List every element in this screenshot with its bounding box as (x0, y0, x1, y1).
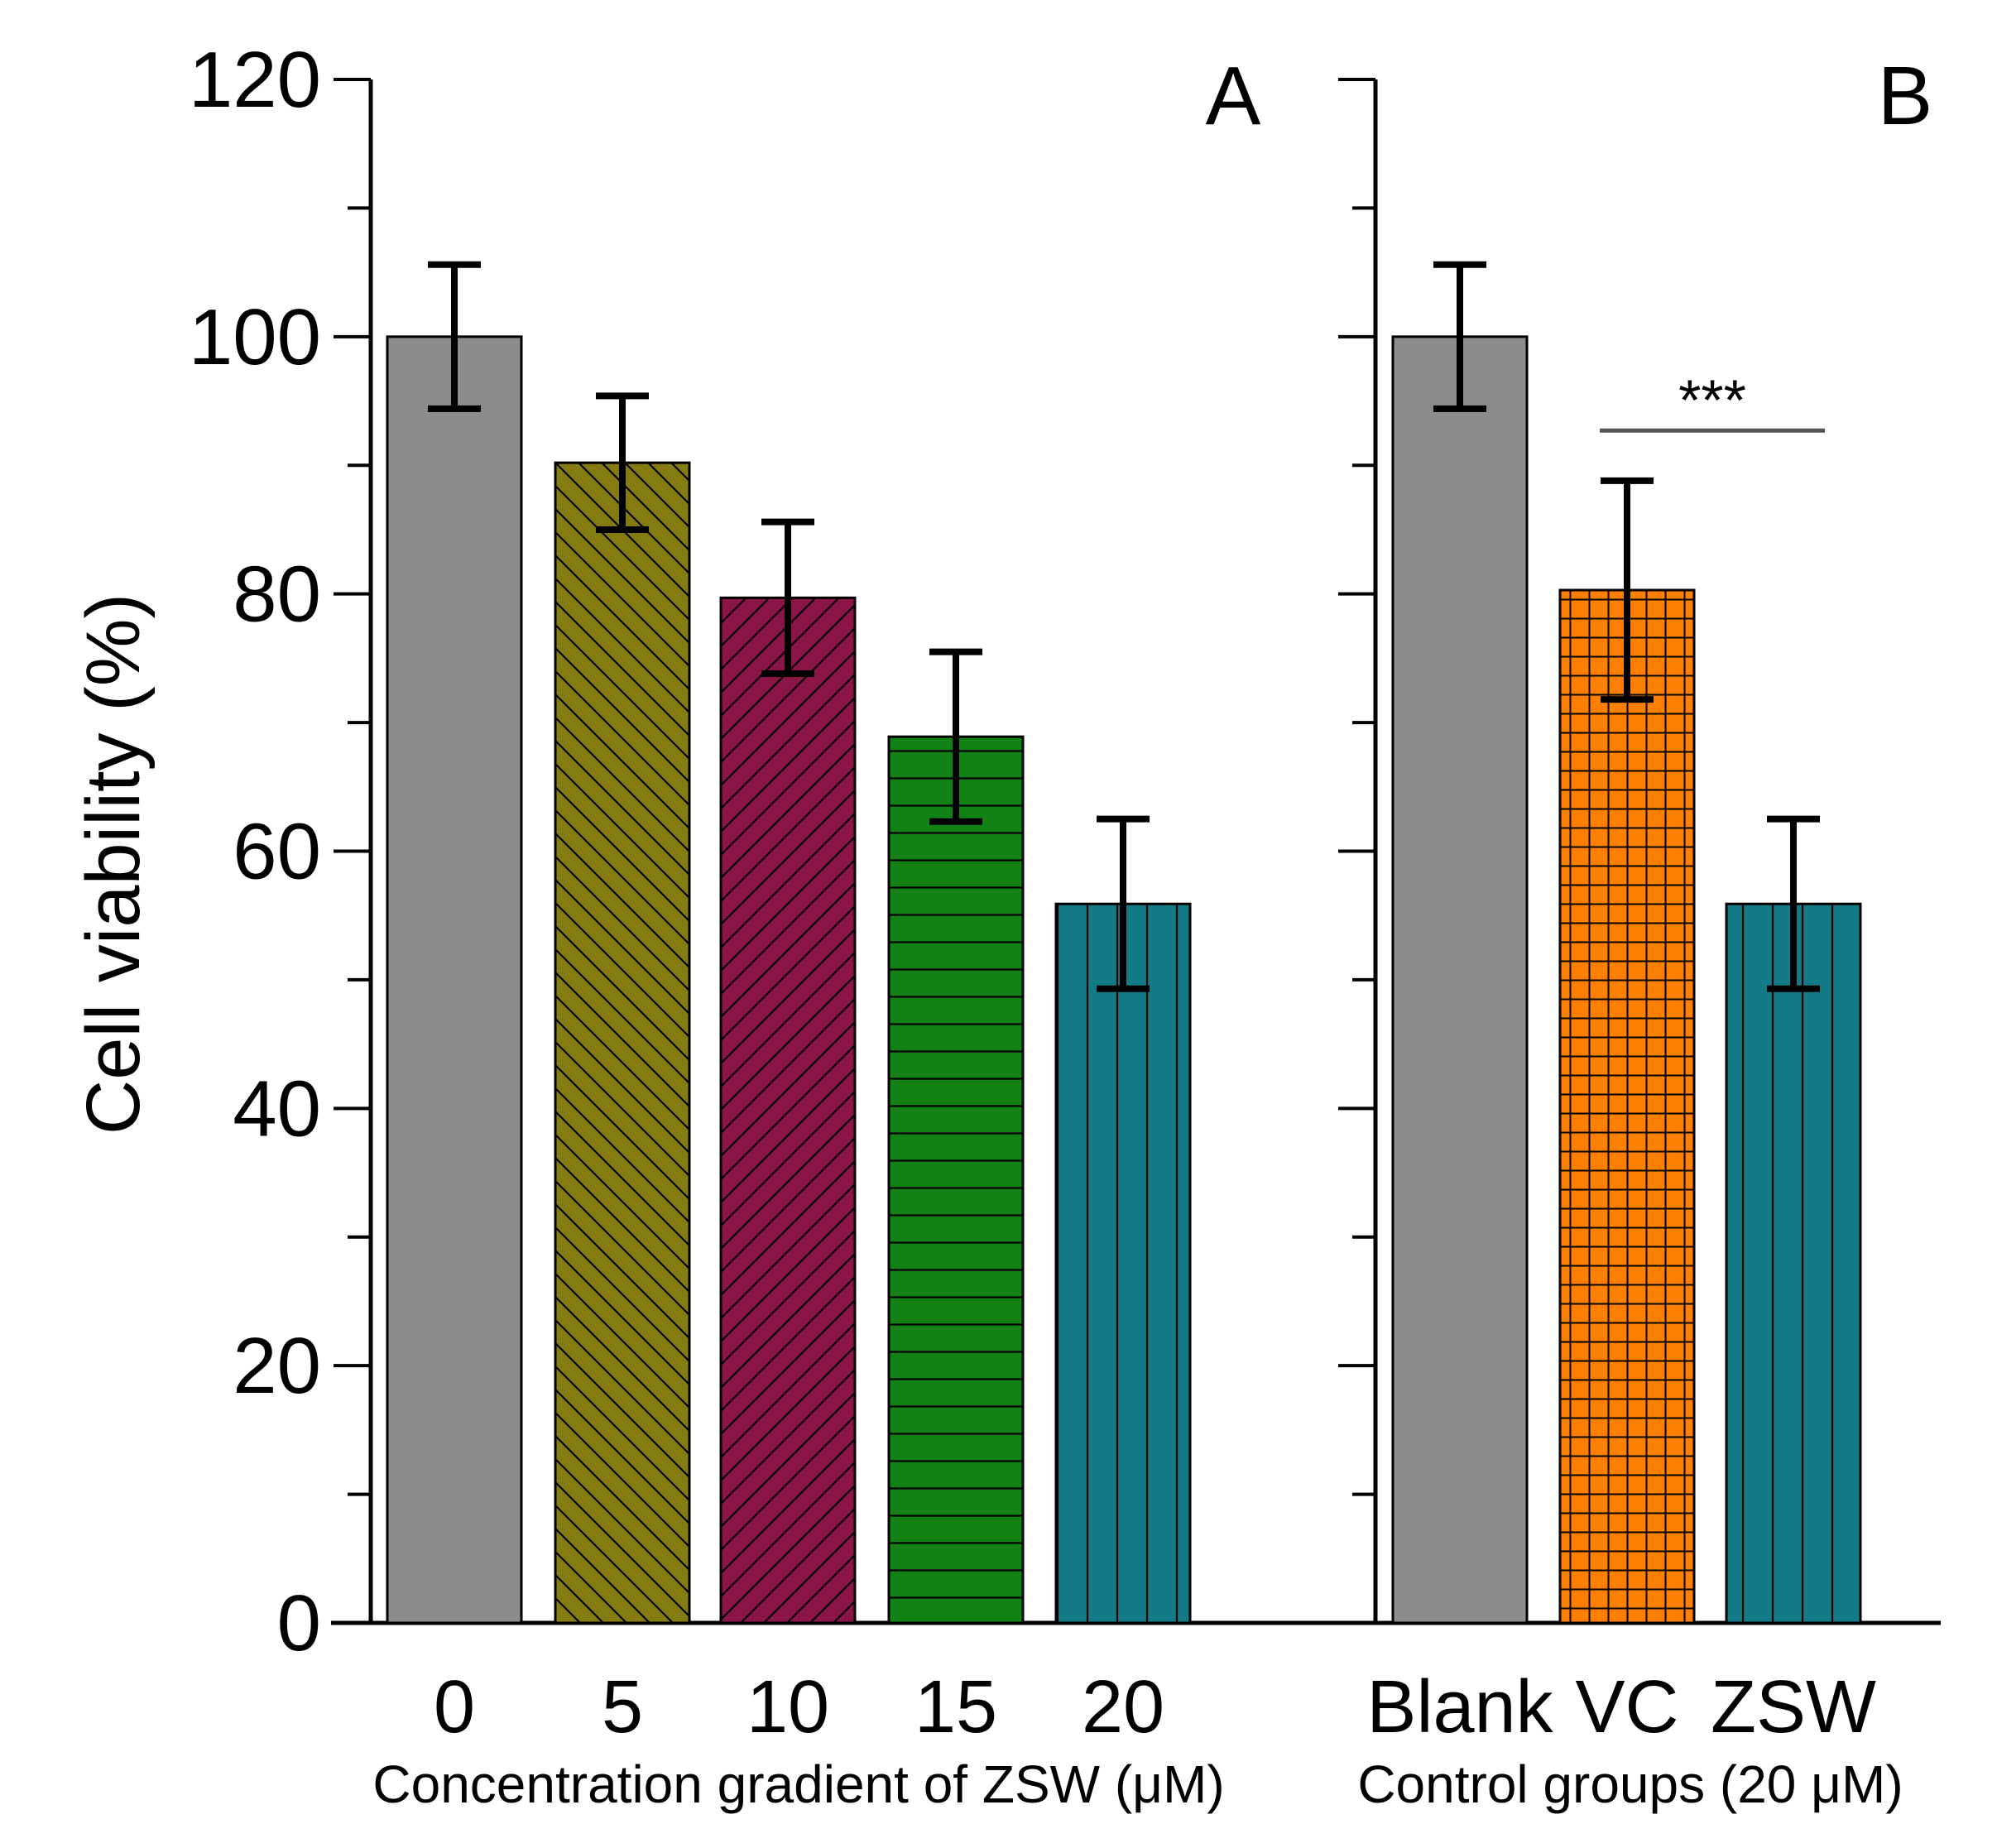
y-tick-label: 0 (277, 1579, 321, 1668)
y-tick-label: 40 (233, 1064, 321, 1153)
y-tick-label: 100 (189, 293, 321, 382)
panel-a-category-label: 0 (434, 1666, 475, 1749)
y-axis-title: Cell viability (%) (71, 593, 156, 1135)
panel-a-bar-fill (387, 336, 521, 1623)
panel-a-category-label: 10 (746, 1666, 829, 1749)
panel-a-category-label: 5 (602, 1666, 643, 1749)
panel-a-category-label: 15 (914, 1666, 997, 1749)
panel-b-category-label: Blank (1366, 1666, 1553, 1749)
y-tick-label: 80 (233, 550, 321, 639)
panel-b-bar-fill (1393, 336, 1527, 1623)
panel-a-bar-pattern (889, 737, 1023, 1623)
panel-b-x-axis-title: Control groups (20 μM) (1357, 1754, 1903, 1814)
panel-a-bar-pattern (1056, 904, 1190, 1623)
plot-layer: 0 20 40 60 80 100 120 0 5 10 15 20 Blank VC ZSW *** (189, 36, 1941, 1749)
significance-label: *** (1678, 367, 1746, 432)
panel-b-category-label: ZSW (1711, 1666, 1876, 1749)
panel-b-category-label: VC (1575, 1666, 1678, 1749)
panel-b-letter: B (1878, 50, 1933, 142)
panel-a-letter: A (1206, 50, 1261, 142)
panel-a-bar-pattern (721, 598, 855, 1624)
panel-a-category-label: 20 (1082, 1666, 1164, 1749)
panel-a-bar-pattern (555, 463, 689, 1624)
y-tick-label: 120 (189, 36, 321, 124)
panel-b-bar-pattern (1726, 904, 1860, 1623)
panel-b-bar-pattern (1560, 590, 1694, 1623)
panel-a-x-axis-title: Concentration gradient of ZSW (μM) (372, 1754, 1224, 1814)
y-tick-label: 20 (233, 1322, 321, 1410)
y-tick-label: 60 (233, 808, 321, 896)
